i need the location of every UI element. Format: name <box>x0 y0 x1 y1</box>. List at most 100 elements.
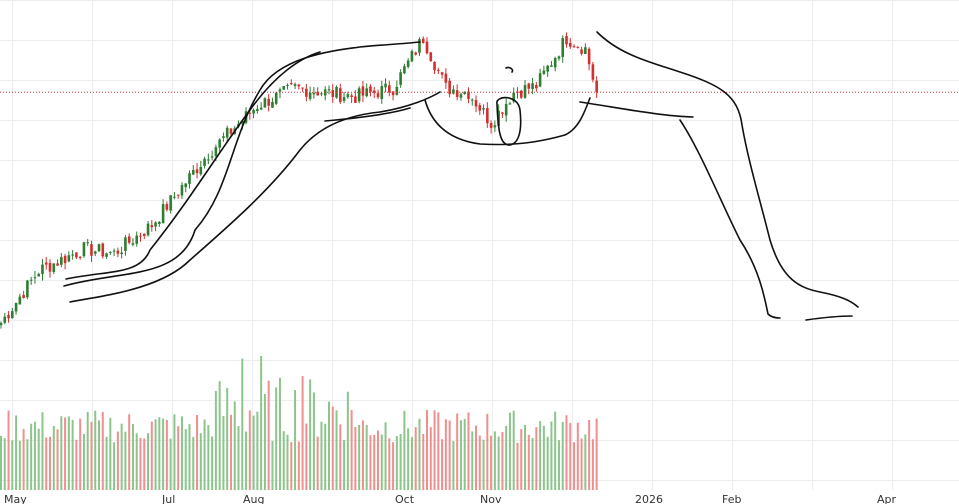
candle-body <box>199 166 203 175</box>
candle <box>127 233 131 245</box>
volume-bar <box>260 356 263 490</box>
candle-body <box>429 52 433 61</box>
candle-body <box>538 73 542 87</box>
candle-body <box>169 195 172 211</box>
volume-bar <box>60 416 63 490</box>
volume-bar <box>414 427 417 490</box>
volume-bar <box>335 410 338 490</box>
candle <box>112 248 116 257</box>
candle-body <box>470 99 474 101</box>
candle-body <box>372 90 376 93</box>
volume-bar <box>173 414 176 490</box>
candle <box>474 95 478 113</box>
candle-body <box>425 41 429 54</box>
candle <box>293 82 297 90</box>
volume-bar <box>516 442 519 490</box>
candle-body <box>214 147 218 156</box>
candle-body <box>105 253 108 257</box>
candle-body <box>595 80 598 93</box>
volume-bar <box>218 381 221 490</box>
candle <box>7 311 10 323</box>
candle-body <box>195 169 199 174</box>
annotation-lower-channel <box>69 91 441 303</box>
volume-bar <box>478 435 481 490</box>
volume-bar <box>222 416 225 490</box>
candle-body <box>282 86 286 90</box>
candle-body <box>455 90 459 97</box>
candle-body <box>18 296 22 305</box>
candle <box>158 221 161 227</box>
candle-body <box>568 42 572 47</box>
candle <box>142 233 146 240</box>
candle <box>93 250 97 257</box>
x-tick-label: 2026 <box>635 493 663 504</box>
volume-bar <box>339 424 342 490</box>
candle-body <box>146 223 150 236</box>
volume-bar <box>384 422 387 490</box>
candle <box>259 102 263 110</box>
volume-bar <box>109 417 112 490</box>
volume-bar <box>444 419 447 490</box>
volume-bar <box>150 421 153 490</box>
candle <box>86 239 90 246</box>
volume-bar <box>237 426 240 490</box>
candle-body <box>37 273 40 277</box>
candle-body <box>361 86 365 96</box>
candle <box>354 90 357 103</box>
volume-bar <box>324 423 327 490</box>
candle-body <box>504 103 508 116</box>
candle <box>308 86 312 101</box>
candle-body <box>252 109 255 114</box>
candle-body <box>297 84 301 87</box>
candle-body <box>584 47 587 54</box>
volume-bar <box>135 433 138 490</box>
volume-bar <box>282 431 285 490</box>
volume-bar <box>75 439 78 490</box>
candle <box>82 241 86 258</box>
candle-body <box>395 86 399 95</box>
x-tick-label: Nov <box>480 493 502 504</box>
volume-bar <box>143 438 146 490</box>
candle <box>289 79 293 85</box>
candle <box>444 68 448 89</box>
volume-bar <box>147 433 150 490</box>
volume-bar <box>539 421 542 490</box>
candle-body <box>403 66 406 74</box>
candle-body <box>587 48 591 65</box>
candle <box>595 76 598 99</box>
candle-body <box>512 92 516 102</box>
volume-bar <box>441 439 444 490</box>
candle <box>339 83 342 104</box>
candle <box>531 77 534 95</box>
volume-bar <box>369 435 372 490</box>
annotation-base-stroke <box>805 315 853 321</box>
candle-body <box>350 95 353 98</box>
candle-body <box>271 101 274 108</box>
candle <box>71 250 74 260</box>
candle-body <box>267 98 270 106</box>
candle <box>271 97 274 108</box>
candle <box>550 61 553 67</box>
candle <box>587 47 591 71</box>
candle-body <box>90 244 93 256</box>
candle-body <box>286 84 289 86</box>
candle-body <box>97 244 101 252</box>
volume-bar <box>256 411 259 490</box>
volume-bar <box>546 436 549 490</box>
candle <box>508 101 512 105</box>
candle <box>403 63 406 75</box>
annotation-circle <box>496 96 522 146</box>
candle-body <box>75 252 78 258</box>
candle <box>576 46 580 49</box>
candle <box>41 259 44 281</box>
candle <box>22 290 25 299</box>
candle <box>369 84 372 97</box>
candle <box>478 102 482 115</box>
volume-bar <box>422 433 425 490</box>
x-axis: May Jul Aug Oct Nov 2026 Feb Apr <box>4 493 897 504</box>
candle <box>33 270 37 284</box>
candle <box>26 279 29 300</box>
candle <box>56 259 59 267</box>
candle <box>448 78 451 98</box>
